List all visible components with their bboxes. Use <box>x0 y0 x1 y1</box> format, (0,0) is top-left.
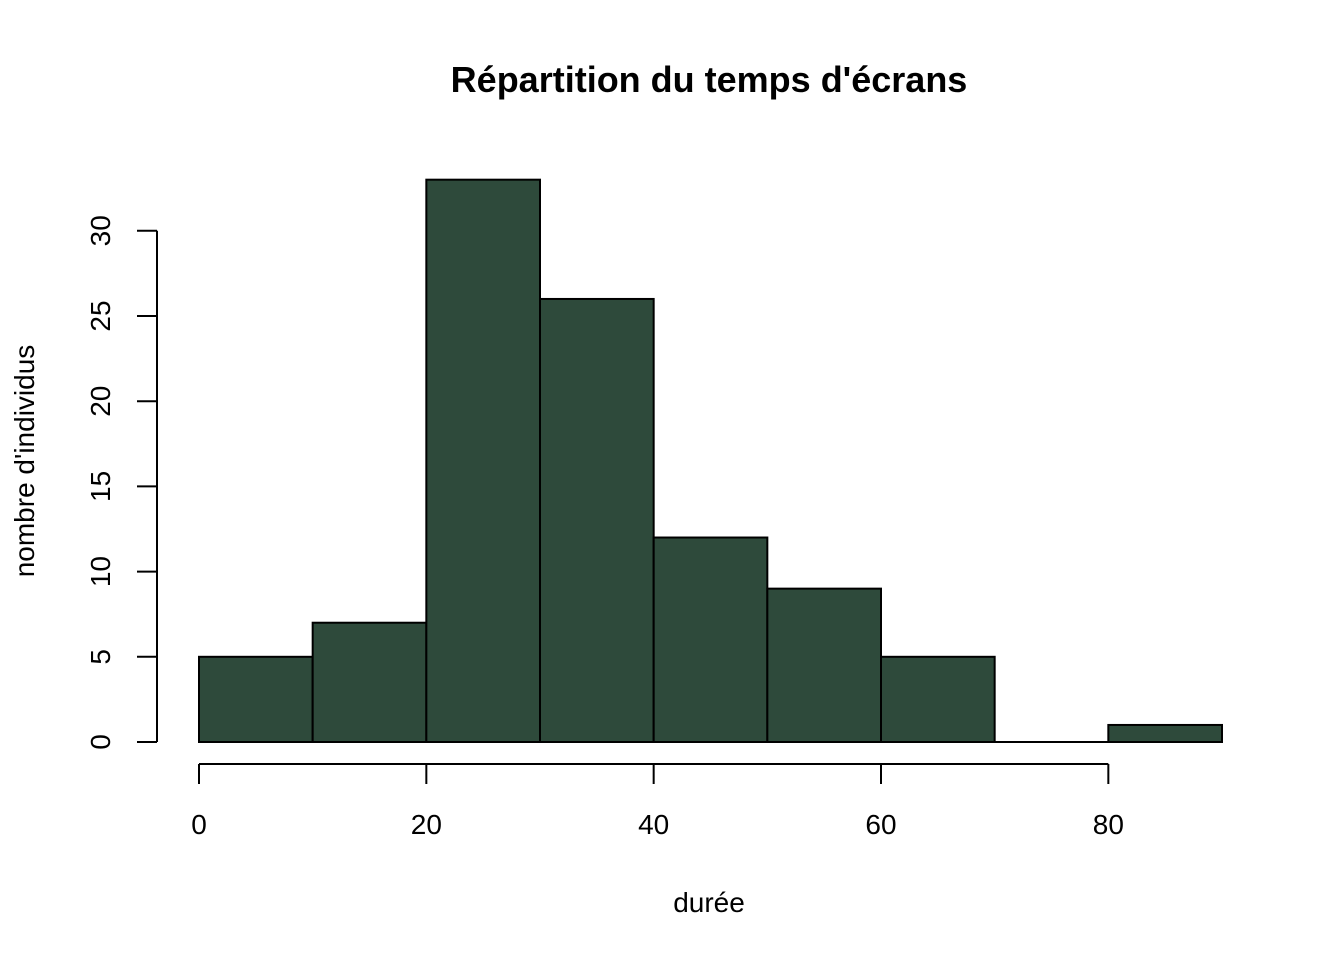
y-tick-label: 20 <box>85 386 116 417</box>
y-tick-label: 15 <box>85 471 116 502</box>
x-tick-label: 40 <box>638 809 669 840</box>
y-tick-label: 5 <box>85 649 116 665</box>
chart-title: Répartition du temps d'écrans <box>451 59 968 100</box>
y-tick-label: 10 <box>85 556 116 587</box>
x-axis-label: durée <box>673 887 745 918</box>
x-axis: 0 20 40 60 80 <box>191 763 1124 840</box>
histogram-bar <box>880 655 996 743</box>
x-tick-label: 20 <box>411 809 442 840</box>
histogram-bar <box>1107 723 1224 744</box>
histogram-bar <box>652 536 769 744</box>
y-tick-label: 30 <box>85 215 116 246</box>
x-tick-label: 80 <box>1093 809 1124 840</box>
histogram-bar <box>539 297 655 743</box>
histogram-bar <box>425 178 542 743</box>
x-tick-label: 0 <box>191 809 207 840</box>
histogram-bar <box>311 621 428 743</box>
y-tick-label: 0 <box>85 734 116 750</box>
y-axis-label: nombre d'individus <box>9 345 40 578</box>
histogram-bar <box>766 587 882 744</box>
histogram-bar <box>198 655 314 743</box>
y-tick-label: 25 <box>85 300 116 331</box>
bars-group <box>198 178 1224 744</box>
y-axis: 0 5 10 15 20 25 30 <box>85 215 158 750</box>
x-tick-label: 60 <box>865 809 896 840</box>
